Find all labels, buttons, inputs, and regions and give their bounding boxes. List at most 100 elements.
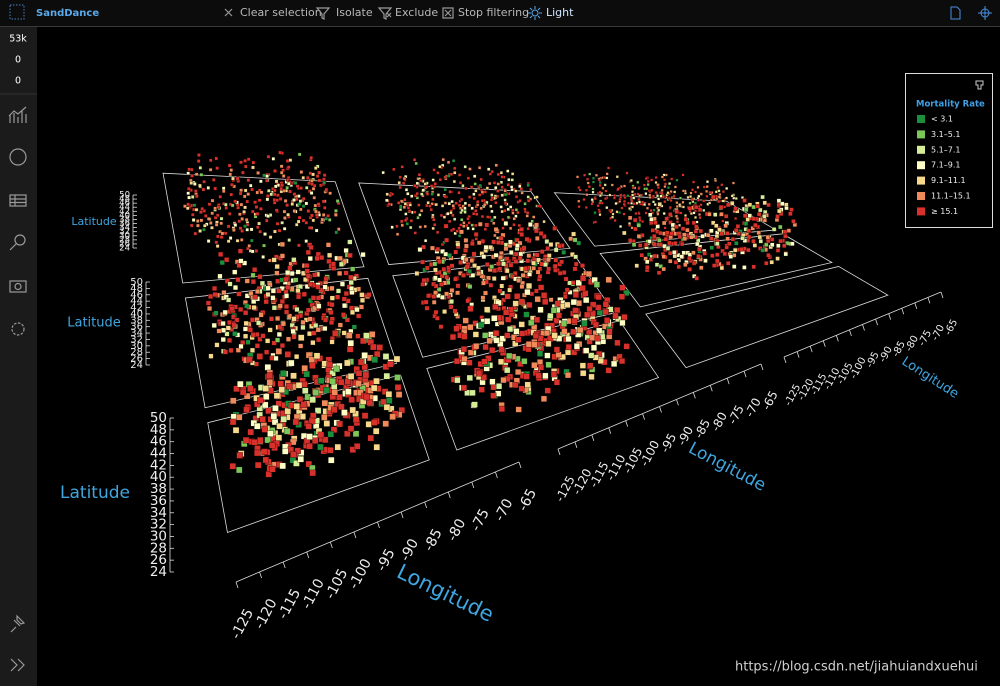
cube xyxy=(349,286,354,291)
cube xyxy=(536,204,540,208)
cube xyxy=(503,246,509,252)
target-button[interactable] xyxy=(978,6,992,20)
cube xyxy=(417,203,421,207)
cube xyxy=(714,179,718,182)
cube xyxy=(230,203,235,208)
cube xyxy=(275,316,281,321)
cube xyxy=(577,205,581,209)
color-button[interactable] xyxy=(9,148,27,166)
pin-button[interactable] xyxy=(10,614,26,633)
cube xyxy=(782,229,788,234)
cube xyxy=(301,218,306,223)
table-button[interactable] xyxy=(9,194,27,207)
cube xyxy=(518,199,522,203)
cube xyxy=(358,304,364,310)
stop-filtering-button[interactable]: Stop filtering xyxy=(442,6,529,19)
cube xyxy=(413,184,417,188)
cube xyxy=(613,219,617,222)
cube xyxy=(327,430,335,438)
expand-button[interactable] xyxy=(10,658,25,672)
cube xyxy=(490,170,494,174)
cube xyxy=(286,165,291,169)
cube xyxy=(354,307,360,313)
cube xyxy=(432,218,436,222)
cube xyxy=(447,174,451,178)
cube xyxy=(224,278,230,284)
cube xyxy=(466,176,470,180)
cube xyxy=(457,234,462,238)
cube xyxy=(685,228,690,233)
cube xyxy=(557,243,562,249)
cube xyxy=(383,372,391,380)
cube xyxy=(475,212,479,216)
cube xyxy=(252,294,258,300)
cube xyxy=(755,204,760,209)
document-button[interactable] xyxy=(950,6,961,20)
cube xyxy=(355,380,362,387)
cube xyxy=(654,181,658,184)
cube xyxy=(425,185,429,189)
legend-pin[interactable] xyxy=(975,80,984,90)
isolate-button[interactable]: Isolate xyxy=(315,6,373,20)
cube xyxy=(590,301,597,308)
cube xyxy=(431,197,435,201)
cube xyxy=(461,273,466,278)
cube xyxy=(307,316,313,322)
cube xyxy=(312,437,319,444)
cube xyxy=(242,326,248,332)
cube xyxy=(442,309,447,314)
cube xyxy=(734,241,739,246)
exclude-button[interactable]: Exclude xyxy=(377,6,438,20)
latitude-tick-label: 36 xyxy=(130,322,143,333)
cube xyxy=(187,167,191,172)
cube xyxy=(664,182,667,186)
cube xyxy=(503,221,509,226)
cube xyxy=(311,330,317,336)
cube xyxy=(586,329,593,336)
cube xyxy=(698,213,701,216)
cube xyxy=(329,295,335,301)
cube xyxy=(199,210,203,214)
cube xyxy=(247,428,254,436)
longitude-tick xyxy=(557,448,561,456)
cube xyxy=(496,240,501,245)
cube xyxy=(692,211,696,215)
cube xyxy=(631,190,634,194)
cube xyxy=(665,246,671,251)
cube xyxy=(343,291,349,297)
cube xyxy=(507,287,512,293)
cube xyxy=(598,190,602,194)
clear-selection-button[interactable]: Clear selection xyxy=(224,6,322,19)
settings-button[interactable] xyxy=(11,322,25,336)
cube xyxy=(224,331,230,337)
cube xyxy=(590,344,598,351)
cube xyxy=(214,240,219,245)
cube xyxy=(619,284,626,291)
cube xyxy=(236,205,240,210)
legend-label: 11.1–15.1 xyxy=(931,192,971,201)
chart-button[interactable] xyxy=(8,106,27,123)
cube xyxy=(452,159,456,163)
cube xyxy=(222,309,228,315)
cube xyxy=(484,318,491,325)
cube xyxy=(275,434,283,441)
search-button[interactable] xyxy=(9,234,26,251)
cube xyxy=(568,236,574,242)
cube xyxy=(280,415,287,423)
cube xyxy=(265,292,271,297)
cube xyxy=(553,346,560,353)
light-button[interactable]: Light xyxy=(528,6,574,20)
cube xyxy=(629,179,633,183)
cube xyxy=(219,260,225,266)
cube xyxy=(687,206,692,211)
cube xyxy=(580,370,587,377)
snapshot-button[interactable] xyxy=(9,280,27,293)
cube xyxy=(349,309,355,315)
cube xyxy=(313,203,318,208)
cube xyxy=(198,166,203,170)
cube xyxy=(323,387,331,394)
cube xyxy=(742,198,747,203)
cube xyxy=(423,239,428,243)
cube xyxy=(708,201,712,205)
cube xyxy=(496,172,500,177)
